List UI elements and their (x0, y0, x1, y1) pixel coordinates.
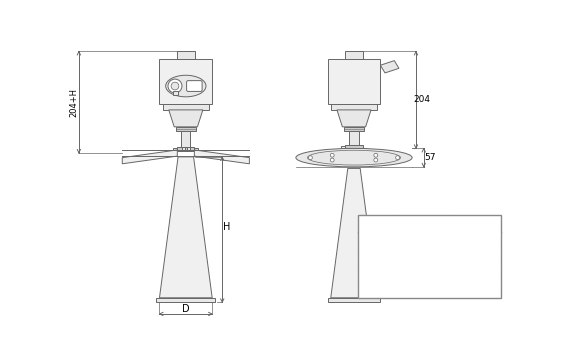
Bar (163, 104, 209, 110)
Bar (178, 147, 195, 151)
Circle shape (168, 79, 182, 93)
Text: 204: 204 (413, 95, 430, 104)
Circle shape (395, 156, 399, 159)
Text: H: H (223, 222, 230, 232)
Bar (176, 51, 195, 59)
Text: 法兰: 法兰 (373, 219, 382, 228)
Text: 620: 620 (468, 269, 484, 278)
Polygon shape (380, 61, 399, 73)
Bar (176, 127, 196, 131)
Bar (195, 148, 198, 151)
Bar (328, 298, 380, 302)
Text: 288: 288 (468, 253, 484, 261)
Text: 57: 57 (424, 153, 436, 162)
Polygon shape (337, 110, 371, 127)
Polygon shape (159, 157, 212, 298)
Bar (159, 59, 212, 104)
Bar (331, 104, 377, 110)
Text: 204+H: 204+H (69, 88, 78, 117)
FancyBboxPatch shape (187, 81, 202, 91)
Bar (345, 51, 363, 59)
Text: DN100: DN100 (363, 253, 391, 261)
Circle shape (330, 158, 334, 162)
Text: Φ96: Φ96 (415, 253, 432, 261)
Polygon shape (331, 169, 377, 298)
Bar (328, 59, 380, 104)
Text: DN125: DN125 (363, 269, 391, 278)
Bar (182, 147, 185, 150)
Polygon shape (169, 110, 203, 127)
Text: Φ121: Φ121 (413, 269, 435, 278)
Polygon shape (195, 150, 249, 164)
Bar (358, 215, 501, 298)
Text: 227: 227 (468, 236, 484, 245)
Polygon shape (122, 150, 178, 164)
Text: 喇叭口直径D: 喇叭口直径D (409, 219, 438, 228)
Bar (174, 148, 178, 151)
Text: D: D (182, 304, 189, 314)
Bar (181, 131, 191, 147)
Bar (156, 298, 215, 302)
Bar (172, 91, 178, 95)
Text: 喇叭口高度H: 喇叭口高度H (461, 219, 490, 228)
Bar (341, 146, 345, 149)
Circle shape (374, 158, 378, 162)
Bar (187, 147, 189, 150)
Text: DN80: DN80 (365, 236, 389, 245)
Bar (345, 145, 362, 150)
Circle shape (171, 82, 179, 90)
Ellipse shape (166, 75, 206, 97)
Circle shape (374, 153, 378, 157)
Circle shape (330, 153, 334, 157)
Text: Φ76: Φ76 (415, 236, 432, 245)
Ellipse shape (296, 149, 412, 167)
Circle shape (308, 156, 312, 159)
Bar (349, 131, 358, 145)
Bar (344, 127, 364, 131)
